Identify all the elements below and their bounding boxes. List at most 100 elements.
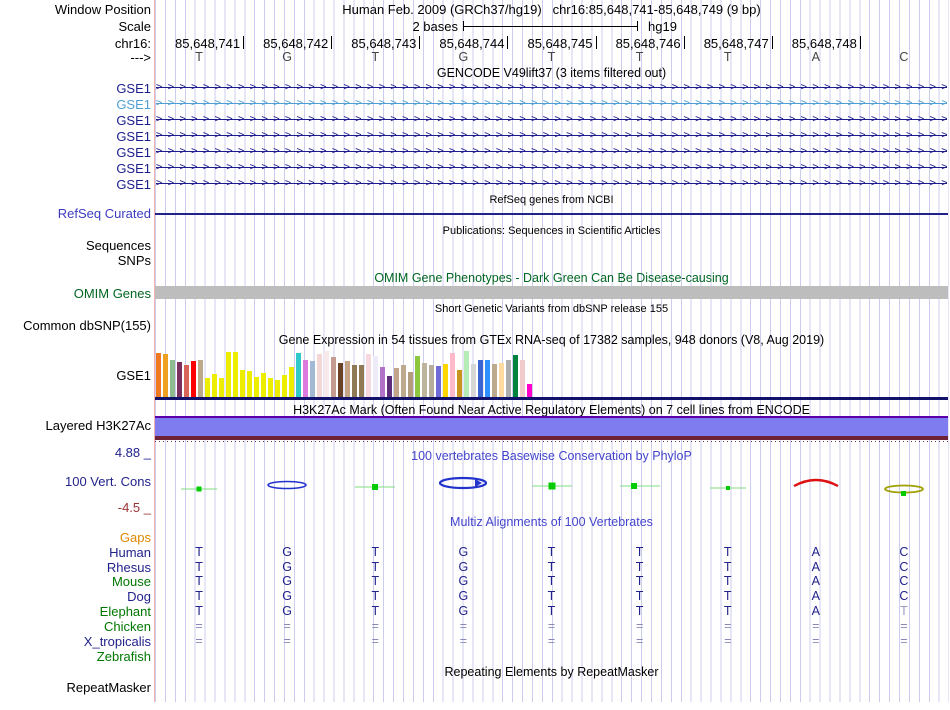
refseq-track-title[interactable]: RefSeq genes from NCBI xyxy=(489,194,614,206)
gencode-gene-label[interactable]: GSE1 xyxy=(116,113,151,128)
refseq-gene-line[interactable] xyxy=(155,213,948,215)
multiz-species-label[interactable]: Zebrafish xyxy=(96,649,151,664)
gencode-gene-arrows[interactable]: >>>>>>>>>>>>>>>>>>>>>>>>>>>>>>>>>>>>>>>>… xyxy=(156,144,947,158)
gtex-tissue-bar[interactable] xyxy=(443,364,448,397)
gencode-track-title[interactable]: GENCODE V49lift37 (3 items filtered out) xyxy=(436,66,667,80)
gtex-tissue-bar[interactable] xyxy=(233,352,238,397)
gtex-tissue-bar[interactable] xyxy=(359,365,364,397)
gtex-tissue-bar[interactable] xyxy=(394,368,399,397)
dbsnp-track-title[interactable]: Short Genetic Variants from dbSNP releas… xyxy=(434,303,669,315)
gtex-tissue-bar[interactable] xyxy=(303,360,308,397)
gtex-tissue-bar[interactable] xyxy=(198,360,203,397)
gtex-tissue-bar[interactable] xyxy=(156,353,161,397)
gencode-gene-arrows[interactable]: >>>>>>>>>>>>>>>>>>>>>>>>>>>>>>>>>>>>>>>>… xyxy=(156,112,947,126)
gencode-gene-arrows[interactable]: >>>>>>>>>>>>>>>>>>>>>>>>>>>>>>>>>>>>>>>>… xyxy=(156,128,947,142)
gtex-tissue-bar[interactable] xyxy=(429,365,434,397)
gtex-tissue-bar[interactable] xyxy=(163,354,168,397)
gtex-tissue-bar[interactable] xyxy=(387,376,392,397)
multiz-base-cell: T xyxy=(900,604,908,618)
gtex-tissue-bar[interactable] xyxy=(499,363,504,397)
gtex-tissue-bar[interactable] xyxy=(324,351,329,397)
gencode-gene-arrows[interactable]: >>>>>>>>>>>>>>>>>>>>>>>>>>>>>>>>>>>>>>>>… xyxy=(156,160,947,174)
gtex-tissue-bar[interactable] xyxy=(436,366,441,397)
snps-label[interactable]: SNPs xyxy=(117,253,151,268)
gtex-tissue-bar[interactable] xyxy=(282,375,287,397)
gtex-tissue-bar[interactable] xyxy=(422,363,427,397)
gtex-tissue-bar[interactable] xyxy=(471,364,476,397)
gtex-tissue-bar[interactable] xyxy=(513,355,518,397)
gencode-gene-label[interactable]: GSE1 xyxy=(116,97,151,112)
gtex-tissue-bar[interactable] xyxy=(268,378,273,397)
multiz-track-title[interactable]: Multiz Alignments of 100 Vertebrates xyxy=(450,515,653,529)
gtex-tissue-bar[interactable] xyxy=(506,360,511,397)
repeatmasker-label[interactable]: RepeatMasker xyxy=(66,680,151,695)
gtex-tissue-bar[interactable] xyxy=(247,371,252,397)
repeatmasker-track-title[interactable]: Repeating Elements by RepeatMasker xyxy=(444,665,659,679)
gencode-gene-arrows[interactable]: >>>>>>>>>>>>>>>>>>>>>>>>>>>>>>>>>>>>>>>>… xyxy=(156,176,947,190)
publications-track-title[interactable]: Publications: Sequences in Scientific Ar… xyxy=(442,225,661,237)
gtex-tissue-bar[interactable] xyxy=(275,380,280,397)
gtex-tissue-bar[interactable] xyxy=(450,353,455,397)
omim-genes-label[interactable]: OMIM Genes xyxy=(73,286,151,301)
gtex-tissue-bar[interactable] xyxy=(492,364,497,397)
multiz-species-label[interactable]: Human xyxy=(109,545,151,560)
multiz-species-label[interactable]: Mouse xyxy=(111,574,151,589)
gtex-tissue-bar[interactable] xyxy=(254,377,259,397)
h3k27ac-signal-band[interactable] xyxy=(155,418,948,436)
multiz-species-label[interactable]: Gaps xyxy=(119,530,151,545)
gtex-tissue-bar[interactable] xyxy=(261,373,266,397)
h3k27ac-track-title[interactable]: H3K27Ac Mark (Often Found Near Active Re… xyxy=(293,403,810,417)
layered-h3k27ac-label[interactable]: Layered H3K27Ac xyxy=(45,418,151,433)
gtex-tissue-bar[interactable] xyxy=(485,360,490,397)
gtex-tissue-bar[interactable] xyxy=(310,361,315,397)
gtex-tissue-bar[interactable] xyxy=(191,361,196,397)
gtex-tissue-bar[interactable] xyxy=(373,356,378,397)
gtex-tissue-bar[interactable] xyxy=(219,378,224,397)
gencode-gene-arrows[interactable]: >>>>>>>>>>>>>>>>>>>>>>>>>>>>>>>>>>>>>>>>… xyxy=(156,80,947,94)
gtex-tissue-bar[interactable] xyxy=(212,374,217,397)
gtex-tissue-bar[interactable] xyxy=(520,360,525,397)
gtex-tissue-bar[interactable] xyxy=(366,354,371,397)
gencode-gene-label[interactable]: GSE1 xyxy=(116,81,151,96)
gtex-tissue-bar[interactable] xyxy=(331,357,336,397)
gtex-tissue-bar[interactable] xyxy=(352,365,357,397)
conservation-track-title[interactable]: 100 vertebrates Basewise Conservation by… xyxy=(411,449,692,463)
gtex-tissue-bar[interactable] xyxy=(205,378,210,397)
gtex-tissue-bar[interactable] xyxy=(380,367,385,397)
gtex-tissue-bar[interactable] xyxy=(289,367,294,397)
sequences-label[interactable]: Sequences xyxy=(85,238,151,253)
gtex-tissue-bar[interactable] xyxy=(184,365,189,397)
gtex-tissue-bar[interactable] xyxy=(415,356,420,397)
gtex-tissue-bar[interactable] xyxy=(401,365,406,397)
conservation-track-label[interactable]: 100 Vert. Cons xyxy=(65,474,151,489)
gtex-track-title[interactable]: Gene Expression in 54 tissues from GTEx … xyxy=(278,333,825,347)
gtex-tissue-bar[interactable] xyxy=(338,363,343,397)
omim-track-title[interactable]: OMIM Gene Phenotypes - Dark Green Can Be… xyxy=(374,271,729,285)
gtex-tissue-bar[interactable] xyxy=(527,384,532,397)
multiz-species-label[interactable]: Dog xyxy=(127,589,151,604)
multiz-species-label[interactable]: X_tropicalis xyxy=(83,634,151,649)
common-dbsnp-label[interactable]: Common dbSNP(155) xyxy=(23,318,151,333)
gtex-tissue-bar[interactable] xyxy=(345,361,350,397)
gtex-tissue-bar[interactable] xyxy=(408,372,413,397)
refseq-curated-label[interactable]: RefSeq Curated xyxy=(57,206,151,221)
gtex-tissue-bar[interactable] xyxy=(457,370,462,397)
gtex-tissue-bar[interactable] xyxy=(296,353,301,397)
gtex-tissue-bar[interactable] xyxy=(170,360,175,397)
gtex-gene-label[interactable]: GSE1 xyxy=(116,368,151,383)
gtex-tissue-bar[interactable] xyxy=(240,370,245,397)
omim-gene-bar[interactable] xyxy=(155,286,948,299)
gtex-tissue-bar[interactable] xyxy=(226,352,231,397)
gtex-tissue-bar[interactable] xyxy=(317,354,322,397)
gencode-gene-label[interactable]: GSE1 xyxy=(116,129,151,144)
gencode-gene-label[interactable]: GSE1 xyxy=(116,161,151,176)
multiz-species-label[interactable]: Chicken xyxy=(104,619,151,634)
gencode-gene-label[interactable]: GSE1 xyxy=(116,145,151,160)
gencode-gene-arrows[interactable]: >>>>>>>>>>>>>>>>>>>>>>>>>>>>>>>>>>>>>>>>… xyxy=(156,96,947,110)
gencode-gene-label[interactable]: GSE1 xyxy=(116,177,151,192)
multiz-species-label[interactable]: Rhesus xyxy=(106,560,151,575)
multiz-species-label[interactable]: Elephant xyxy=(99,604,151,619)
gtex-tissue-bar[interactable] xyxy=(177,362,182,397)
gtex-tissue-bar[interactable] xyxy=(464,351,469,397)
gtex-tissue-bar[interactable] xyxy=(478,360,483,397)
